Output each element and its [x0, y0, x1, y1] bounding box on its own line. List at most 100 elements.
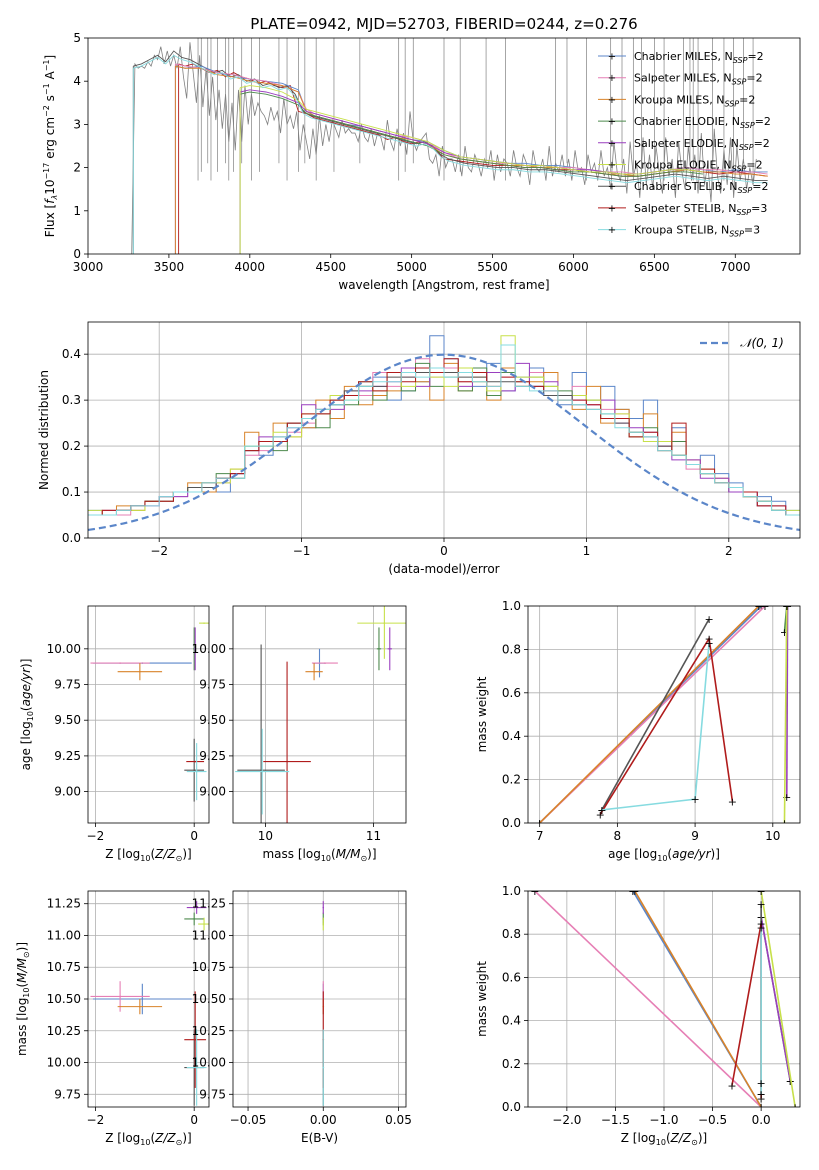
mass_vs_Z-points	[90, 901, 209, 1106]
label-part: f	[43, 198, 57, 204]
age_vs_mass-frame	[232, 605, 407, 824]
data-point	[322, 906, 325, 909]
spectrum-x-axis-label: wavelength [Angstrom, rest frame]	[338, 278, 549, 292]
legend-label-main: Chabrier MILES, N	[634, 50, 733, 63]
y-tick-label: 0.4	[62, 347, 81, 361]
y-tick-label: 9.50	[199, 713, 226, 727]
data-point	[119, 995, 121, 998]
weight-line	[760, 891, 796, 1107]
label-part: age [log	[19, 721, 33, 770]
x-tick-label: −0.05	[230, 1113, 267, 1127]
x-tick-label: 9	[691, 829, 699, 843]
label-part: (	[667, 847, 672, 861]
weight_vs_Z-lines: ++++++++++++++++++++	[530, 885, 800, 1114]
x-tick-label: −2	[87, 829, 105, 843]
x-tick-label: 0.0	[752, 1113, 771, 1127]
legend-label-main: Kroupa MILES, N	[634, 93, 724, 106]
label-part: ]	[43, 55, 57, 60]
label-part: ⊙	[360, 854, 367, 863]
data-point	[383, 622, 386, 624]
age_vs_Z-x-axis-label: Z [log10(Z/Z⊙)]	[105, 847, 191, 863]
y-tick-label: 0.2	[502, 1057, 521, 1071]
legend-label-main: Kroupa ELODIE, N	[634, 159, 732, 172]
weight-marker: +	[786, 1075, 795, 1088]
weight-line	[785, 606, 789, 797]
x-tick-label: 4000	[235, 260, 266, 274]
weight_vs_Z-x-axis-label: Z [log10(Z/Z⊙)]	[621, 1131, 707, 1147]
weight-marker: +	[782, 600, 791, 613]
weight_vs_age-frame	[527, 605, 801, 824]
legend-marker: +	[608, 95, 616, 106]
x-tick-label: 0.05	[385, 1113, 412, 1127]
x-tick-label: 10	[258, 829, 273, 843]
x-tick-label: 0	[190, 829, 198, 843]
label-part: Normed distribution	[37, 370, 51, 490]
legend-label-tail: =2	[746, 159, 762, 172]
y-tick-label: 0.8	[502, 927, 521, 941]
legend-label-tail: =2	[747, 50, 763, 63]
legend-label-tail: =2	[746, 72, 762, 85]
spectrum-frame	[87, 37, 801, 255]
x-tick-label: −2	[150, 544, 168, 558]
weight-marker: +	[757, 1088, 766, 1101]
weight-marker: +	[535, 817, 544, 830]
age_vs_mass-axes: 10 11 9.00 9.25 9.50 9.75 10.00	[192, 606, 406, 843]
y-tick-label: 2	[73, 161, 81, 175]
mass_vs_EBV-x-axis-label: E(B-V)	[301, 1131, 338, 1145]
weight-line	[599, 636, 734, 815]
label-part: 10	[26, 711, 35, 721]
label-part: )]	[367, 847, 376, 861]
weight-marker: +	[783, 600, 792, 613]
legend-marker: +	[608, 203, 616, 214]
weight-marker: +	[757, 1101, 766, 1114]
label-part: (	[15, 983, 29, 988]
model-spectrum-line	[240, 91, 703, 177]
legend-label: Chabrier STELIB, NSSP=2	[634, 180, 768, 195]
label-part: age [log	[608, 847, 657, 861]
legend-label: Kroupa MILES, NSSP=2	[634, 93, 755, 108]
label-part: Z [log	[105, 847, 140, 861]
weight-marker: +	[757, 1092, 766, 1105]
y-tick-label: 10.50	[192, 992, 226, 1006]
legend-label-main: Kroupa STELIB, N	[634, 224, 729, 237]
legend-label: Salpeter MILES, NSSP=2	[634, 72, 763, 87]
y-tick-label: 11.25	[47, 897, 81, 911]
x-tick-label: 11	[366, 829, 381, 843]
data-point	[203, 622, 205, 624]
x-tick-label: −2	[87, 1113, 105, 1127]
y-tick-label: 9.25	[199, 749, 226, 763]
gaussian-curve	[88, 353, 800, 532]
plot-layer: 3000 3500 4000 4500 5000 5500 6000 6500 70000123…	[15, 31, 801, 1147]
figure-title: PLATE=0942, MJD=52703, FIBERID=0244, z=0…	[250, 15, 637, 33]
label-part: ⊙	[691, 1138, 698, 1147]
label-part: 10	[140, 1138, 150, 1147]
x-tick-label: 6500	[639, 260, 670, 274]
y-tick-label: 11.00	[192, 928, 226, 942]
label-part: )]	[182, 847, 191, 861]
x-tick-label: −0.5	[698, 1113, 727, 1127]
legend-label-sub: SSP	[729, 230, 744, 239]
y-tick-label: 5	[73, 31, 81, 45]
data-point	[195, 906, 198, 909]
residual-legend: 𝒩(0, 1)	[700, 336, 784, 350]
legend-marker: +	[608, 160, 616, 171]
legend-label: Salpeter ELODIE, NSSP=2	[634, 137, 770, 152]
legend-marker: +	[608, 117, 616, 128]
label-part: 10	[656, 1138, 666, 1147]
label-part: 10	[321, 854, 331, 863]
mass_vs_Z-frame	[87, 890, 210, 1108]
label-part: M/M	[15, 957, 29, 982]
residuals-y-axis-label: Normed distribution	[37, 370, 51, 490]
data-point	[322, 923, 325, 925]
weight-marker: +	[628, 885, 637, 898]
weight-marker: +	[757, 917, 766, 930]
legend-label-main: Salpeter STELIB, N	[634, 202, 736, 215]
weight-marker: +	[760, 600, 769, 613]
mass_vs_Z-y-axis-label: mass [log10(M/M⊙)]	[15, 942, 31, 1056]
weight-marker: +	[727, 1079, 736, 1092]
legend-label: Chabrier MILES, NSSP=2	[634, 50, 764, 65]
label-part: −17	[42, 163, 51, 180]
legend-label-tail: =2	[752, 180, 768, 193]
label-part: 10	[657, 854, 667, 863]
